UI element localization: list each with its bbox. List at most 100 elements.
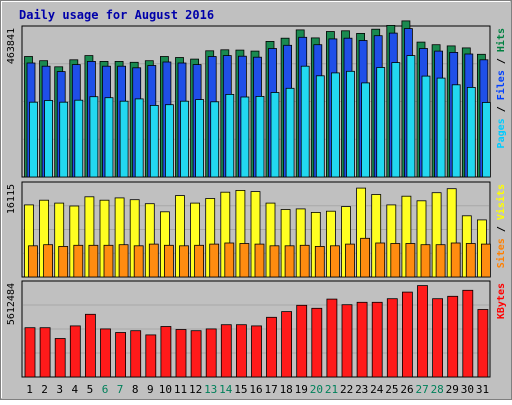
- x-axis: 1 2 3 4 5 6 7 8 9 10 11 12 13 14 15 16 17 18 19 20 21 22 23 24 2…: [26, 383, 489, 396]
- bar-kbytes: [401, 291, 413, 378]
- bar-pages: [391, 62, 401, 178]
- legend-entry-kbytes: KBytes: [496, 283, 507, 319]
- x-tick-label: 31: [476, 383, 489, 396]
- x-tick-label: 15: [234, 383, 247, 396]
- bar-kbytes: [220, 324, 232, 378]
- x-tick-label: 22: [340, 383, 353, 396]
- panel-visits-sites: 16115 Sites / Visits: [6, 181, 507, 278]
- x-tick-label: 16: [249, 383, 262, 396]
- bar-pages: [149, 105, 159, 178]
- bar-kbytes: [326, 298, 338, 378]
- bar-sites: [43, 244, 53, 278]
- x-tick-label: 2: [41, 383, 48, 396]
- bar-pages: [330, 72, 340, 178]
- bar-sites: [450, 242, 461, 278]
- bar-kbytes: [281, 311, 293, 378]
- bar-sites: [314, 245, 325, 278]
- bar-pages: [44, 100, 53, 178]
- bar-pages: [300, 65, 310, 178]
- bar-kbytes: [100, 328, 111, 378]
- x-tick-label: 18: [280, 383, 293, 396]
- bar-pages: [255, 96, 265, 178]
- legend-entry-hits: Hits: [495, 28, 507, 52]
- bar-pages: [210, 101, 220, 178]
- bar-pages: [376, 67, 386, 178]
- x-tick-label: 24: [370, 383, 384, 396]
- bar-kbytes: [175, 329, 187, 378]
- bar-sites: [194, 244, 205, 278]
- bar-kbytes: [190, 330, 202, 378]
- x-tick-label: 13: [204, 383, 217, 396]
- bar-pages: [481, 102, 491, 178]
- x-tick-label: 29: [446, 383, 459, 396]
- bar-sites: [405, 243, 416, 278]
- bar-kbytes: [24, 327, 36, 378]
- bar-sites: [345, 243, 355, 278]
- x-tick-label: 19: [295, 383, 308, 396]
- bar-sites: [28, 245, 38, 278]
- bar-kbytes: [39, 327, 51, 378]
- bar-kbytes: [462, 289, 474, 378]
- bar-kbytes: [266, 316, 277, 378]
- bar-pages: [164, 104, 174, 178]
- x-tick-label: 4: [71, 383, 78, 396]
- bar-pages: [240, 96, 250, 178]
- bar-kbytes: [477, 309, 489, 378]
- bar-sites: [360, 237, 371, 278]
- bar-kbytes: [54, 338, 66, 378]
- x-tick-label: 26: [400, 383, 413, 396]
- panel-legend: Pages / Files / Hits: [495, 28, 507, 148]
- bar-pages: [466, 87, 476, 178]
- bar-sites: [284, 245, 295, 278]
- x-tick-label: 7: [117, 383, 124, 396]
- bar-sites: [224, 242, 235, 278]
- legend-separator: /: [496, 52, 507, 70]
- x-tick-label: 21: [325, 383, 338, 396]
- bar-sites: [420, 244, 431, 278]
- bar-sites: [163, 244, 174, 278]
- bar-kbytes: [356, 301, 368, 378]
- x-tick-label: 17: [264, 383, 277, 396]
- x-tick-label: 12: [189, 383, 202, 396]
- bar-pages: [59, 101, 69, 178]
- bar-sites: [103, 244, 114, 278]
- x-tick-label: 23: [355, 383, 368, 396]
- panel-legend: KBytes: [496, 283, 507, 319]
- bar-pages: [119, 100, 129, 178]
- x-tick-label: 3: [56, 383, 63, 396]
- panel-max-label: 463841: [6, 28, 17, 64]
- bar-kbytes: [130, 330, 142, 378]
- bar-pages: [346, 70, 355, 178]
- legend-entry-files: Files: [495, 70, 507, 100]
- bar-kbytes: [432, 298, 444, 378]
- bar-kbytes: [311, 307, 323, 378]
- bar-kbytes: [205, 328, 217, 378]
- x-tick-label: 8: [132, 383, 139, 396]
- bar-sites: [133, 245, 144, 278]
- bar-pages: [451, 84, 461, 178]
- bar-kbytes: [251, 325, 262, 378]
- bar-sites: [73, 244, 84, 278]
- bar-sites: [239, 243, 250, 278]
- bar-sites: [375, 242, 386, 278]
- bar-pages: [421, 75, 431, 178]
- bar-sites: [254, 243, 265, 278]
- bar-pages: [134, 98, 144, 178]
- legend-entry-pages: Pages: [496, 118, 507, 148]
- bar-pages: [74, 99, 84, 178]
- bar-sites: [329, 245, 340, 278]
- x-tick-label: 1: [26, 383, 33, 396]
- bar-pages: [180, 100, 189, 178]
- bar-pages: [315, 75, 325, 178]
- panel-legend: Sites / Visits: [495, 184, 507, 268]
- series-pages: [29, 55, 491, 178]
- x-tick-label: 5: [87, 383, 94, 396]
- bar-pages: [195, 99, 205, 178]
- bar-sites: [118, 244, 129, 278]
- series-kbytes: [24, 285, 489, 378]
- bar-sites: [58, 245, 69, 278]
- bar-sites: [269, 245, 280, 278]
- bar-kbytes: [145, 334, 157, 378]
- x-tick-label: 9: [147, 383, 154, 396]
